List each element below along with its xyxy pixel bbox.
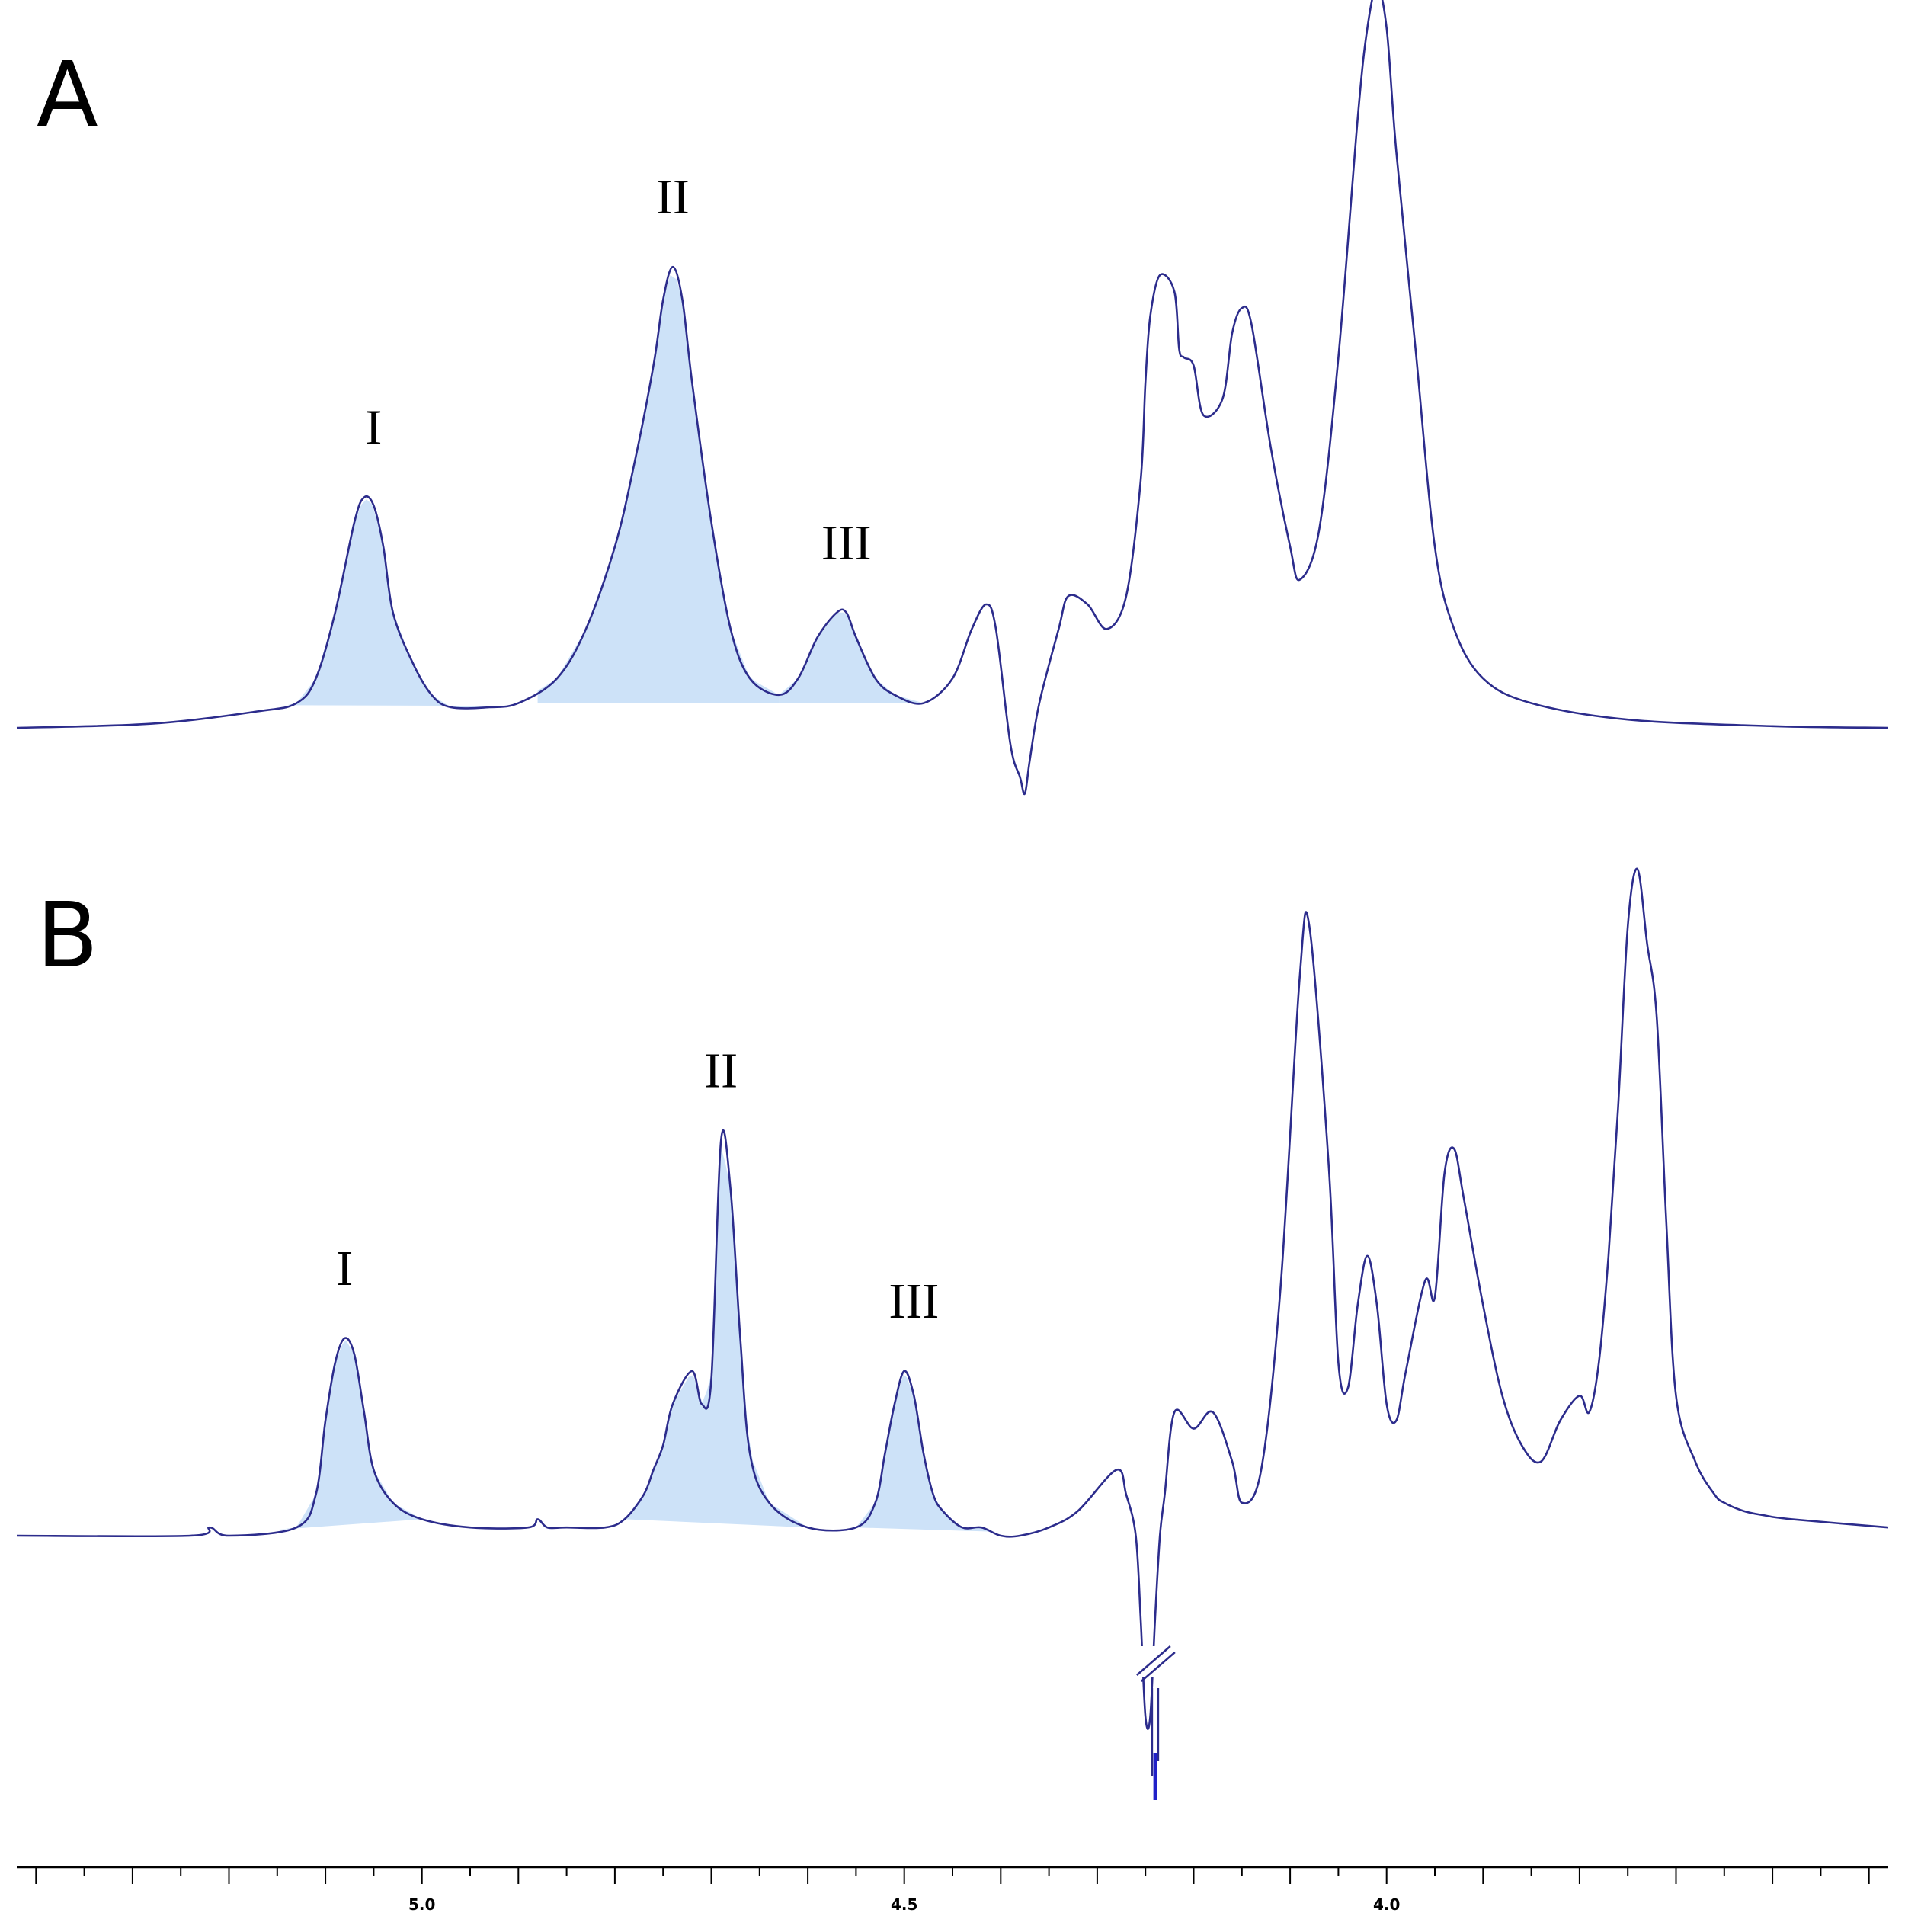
panel-b-spectrum-trace — [16, 867, 1889, 1731]
x-axis: 5.0 4.5 4.0 — [17, 1866, 1888, 1914]
axis-break-slash-1 — [1136, 1645, 1171, 1676]
axis-break-slash-2 — [1141, 1652, 1176, 1682]
panel-a-integral-region-1 — [287, 499, 499, 707]
x-tick-label-4-5: 4.5 — [891, 1895, 917, 1914]
axis-break-gap — [1138, 1646, 1172, 1677]
panel-a-letter: A — [37, 42, 98, 147]
panel-a-integral-region-3 — [779, 612, 924, 703]
panel-a-peak-label-ii: II — [656, 169, 690, 225]
x-tick-label-4-0: 4.0 — [1373, 1895, 1400, 1914]
x-tick-label-5-0: 5.0 — [408, 1895, 435, 1914]
panel-a: A I II III — [16, 0, 1889, 796]
panel-b-integral-region-1 — [277, 1340, 422, 1530]
panel-b-integrals — [277, 1146, 991, 1532]
panel-b: B I II III — [16, 867, 1889, 1800]
axis-break-icon — [1136, 1645, 1176, 1800]
panel-a-peak-label-iii: III — [821, 515, 872, 571]
panel-b-peak-label-i: I — [336, 1241, 353, 1296]
panel-b-integral-region-3 — [856, 1374, 991, 1532]
panel-a-spectrum-trace — [16, 0, 1889, 796]
x-axis-ticks — [35, 1867, 1870, 1884]
panel-a-peak-label-i: I — [365, 400, 382, 456]
panel-b-integral-region-2 — [624, 1146, 808, 1528]
panel-b-peak-label-iii: III — [888, 1274, 939, 1329]
panel-a-integrals — [287, 275, 924, 707]
panel-b-letter: B — [37, 883, 98, 988]
panel-b-peak-label-ii: II — [704, 1043, 738, 1099]
